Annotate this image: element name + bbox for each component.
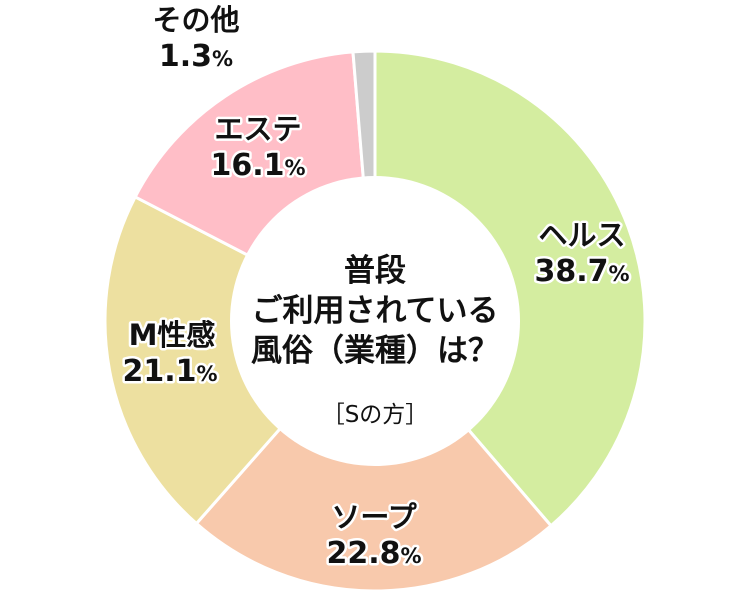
slice-label-value-5: 1.3% [159, 39, 233, 74]
donut-hole [230, 176, 520, 466]
slice-label-value-3: 21.1% [122, 354, 217, 389]
slice-label-name-1: ヘルス [538, 218, 625, 252]
slice-label-name-5: その他 [152, 3, 239, 37]
center-title-line-1: 普段 [344, 253, 406, 289]
slice-label-name-2: ソープ [331, 500, 417, 534]
slice-label-name-4: エステ [214, 112, 301, 146]
center-subtitle: ［Sの方］ [322, 402, 429, 428]
center-title-line-3: 風俗（業種）は？ [251, 333, 499, 369]
center-title-line-2: ご利用されている [251, 293, 498, 329]
slice-label-value-2: 22.8% [326, 536, 421, 571]
slice-label-value-4: 16.1% [210, 148, 305, 183]
slice-label-value-1: 38.7% [534, 254, 629, 289]
slice-label-name-3: M性感 [129, 318, 216, 352]
